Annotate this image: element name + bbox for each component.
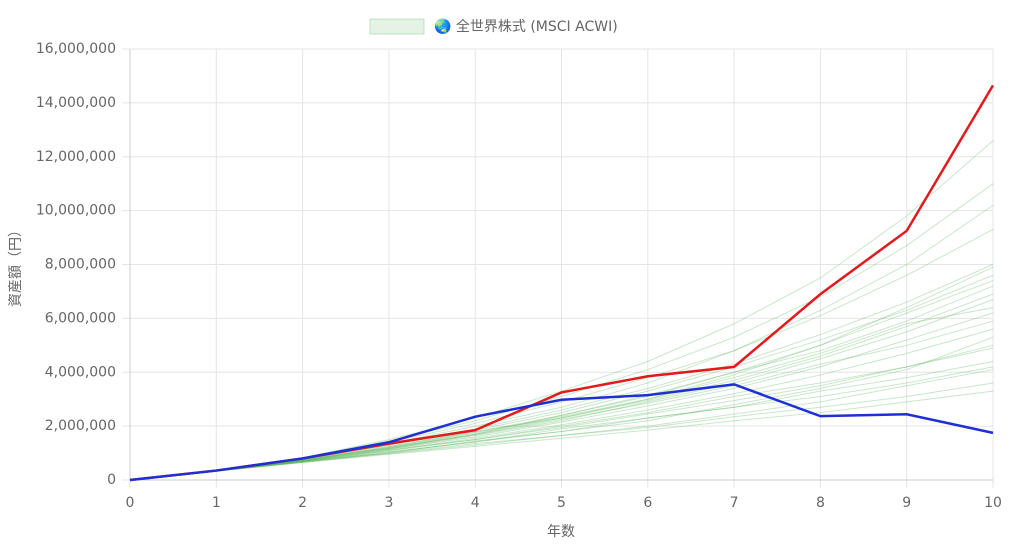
legend-swatch (369, 18, 425, 35)
x-tick-label: 0 (126, 495, 135, 511)
x-tick-label: 5 (557, 495, 566, 511)
x-tick-label: 6 (643, 495, 652, 511)
series-line (129, 344, 994, 481)
x-axis-title: 年数 (547, 524, 575, 540)
series-line (129, 299, 994, 481)
series-line (129, 390, 994, 481)
y-tick-label: 12,000,000 (36, 149, 116, 165)
x-tick-label: 8 (816, 495, 825, 511)
x-tick-label: 10 (984, 495, 1002, 511)
legend-label: 🌏 全世界株式 (MSCI ACWI) (434, 18, 618, 35)
series-line (129, 347, 994, 481)
series-line (129, 293, 994, 481)
y-tick-label: 16,000,000 (36, 41, 116, 57)
x-tick-label: 3 (384, 495, 393, 511)
x-tick-label: 2 (298, 495, 307, 511)
y-tick-label: 6,000,000 (45, 310, 116, 326)
series-line (129, 360, 994, 481)
series-line (129, 312, 994, 481)
x-tick-label: 7 (730, 495, 739, 511)
x-tick-label: 4 (471, 495, 480, 511)
series-line (129, 382, 994, 481)
series-line (129, 383, 994, 482)
series-line (129, 369, 994, 481)
y-tick-label: 10,000,000 (36, 203, 116, 219)
y-tick-label: 8,000,000 (45, 257, 116, 273)
series-line (129, 328, 994, 481)
y-tick-label: 14,000,000 (36, 95, 116, 111)
y-axis-title: 資産額（円） (8, 223, 24, 307)
series-line (129, 336, 994, 481)
x-tick-label: 1 (212, 495, 221, 511)
series-line (129, 366, 994, 481)
y-tick-label: 4,000,000 (45, 364, 116, 380)
x-tick-label: 9 (902, 495, 911, 511)
y-tick-label: 2,000,000 (45, 418, 116, 434)
y-tick-label: 0 (107, 472, 116, 488)
